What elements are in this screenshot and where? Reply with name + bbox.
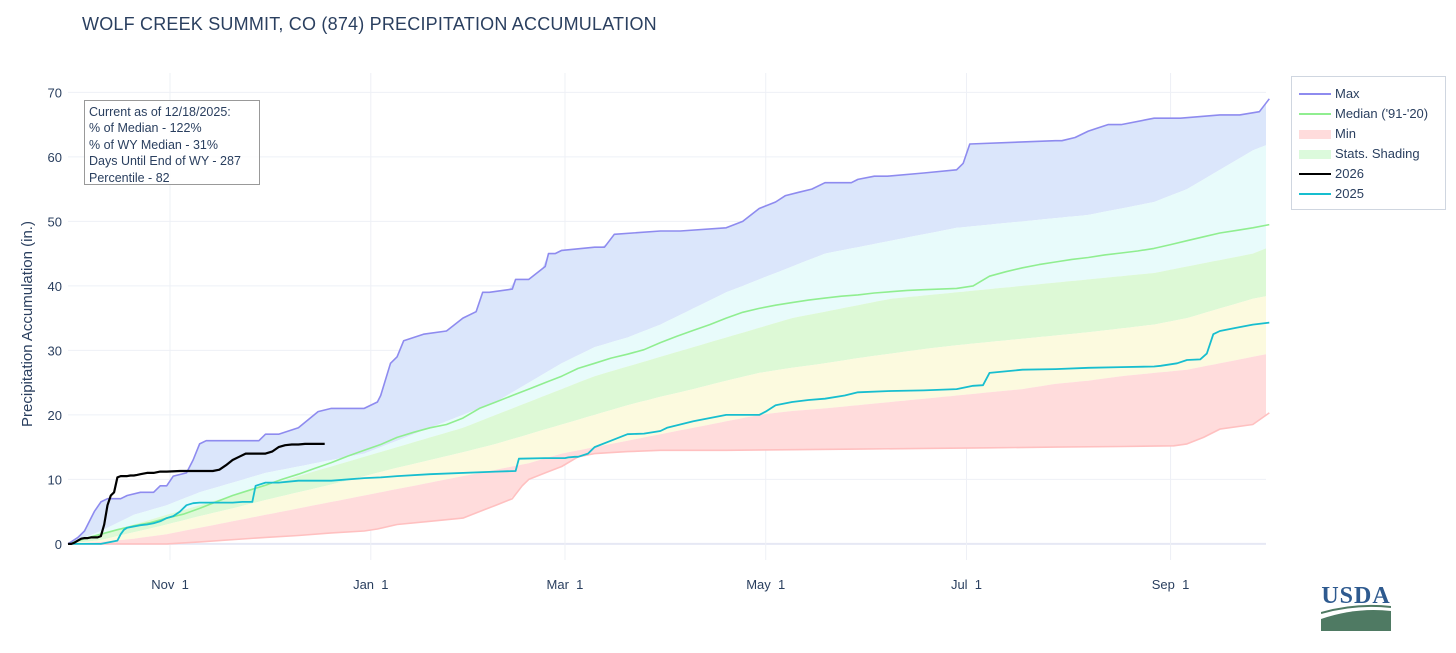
legend-item-2026[interactable]: 2026 [1292,164,1442,184]
shading-bands [68,103,1266,544]
y-tick-label: 40 [48,279,62,294]
x-tick-label: Mar 1 [547,577,584,592]
y-tick-label: 60 [48,150,62,165]
legend-label: 2025 [1335,186,1364,201]
usda-logo-text: USDA [1321,583,1391,609]
legend-swatch-min [1299,130,1331,139]
info-current-as-of: Current as of 12/18/2025: [89,105,231,119]
x-tick-label: Jan 1 [353,577,388,592]
series-line-y2026 [68,442,325,545]
x-tick-label: May 1 [746,577,785,592]
legend-label: 2026 [1335,166,1364,181]
series-line-max [67,98,1270,545]
x-tick-label: Nov 1 [151,577,189,592]
usda-logo: USDA [1321,583,1391,631]
info-days-until-end: Days Until End of WY - 287 [89,154,241,169]
usda-logo-hills [1321,604,1391,631]
series-line-median [67,223,1270,545]
status-info-box: Current as of 12/18/2025: % of Median - … [84,100,260,185]
legend-label: Min [1335,126,1356,141]
band-p30-p10 [68,296,1266,544]
y-tick-label: 30 [48,343,62,358]
legend-swatch-2025 [1299,193,1331,195]
axis-labels: 0 10 20 30 40 50 60 70 Nov 1 Jan 1 Mar 1 May 1 Jul 1… [48,85,1190,592]
band-p10-min [68,354,1266,544]
legend-item-max[interactable]: Max [1292,84,1442,104]
legend-swatch-median [1299,113,1331,115]
legend-item-stats-shading[interactable]: Stats. Shading [1292,144,1442,164]
y-tick-label: 20 [48,408,62,423]
band-max-p90 [68,103,1266,544]
info-pct-median: % of Median - 122% [89,121,202,136]
band-p70-p30 [68,248,1266,544]
y-tick-label: 70 [48,85,62,100]
legend-label: Median ('91-'20) [1335,106,1429,121]
y-tick-label: 50 [48,214,62,229]
series-line-y2025 [68,321,1270,545]
legend-item-median[interactable]: Median ('91-'20) [1292,104,1442,124]
y-axis-label: Precipitation Accumulation (in.) [19,221,36,427]
legend-swatch-2026 [1299,173,1331,175]
x-tick-label: Jul 1 [951,577,982,592]
legend-swatch-stats-shading [1299,150,1331,159]
chart-title: WOLF CREEK SUMMIT, CO (874) PRECIPITATIO… [82,14,657,34]
legend-label: Stats. Shading [1335,146,1420,161]
x-tick-label: Sep 1 [1152,577,1190,592]
legend-item-2025[interactable]: 2025 [1292,184,1442,204]
series-line-min [68,412,1270,545]
legend-swatch-max [1299,93,1331,95]
series-lines [67,98,1270,545]
y-tick-label: 0 [55,537,62,552]
legend-label: Max [1335,86,1360,101]
chart-legend: Max Median ('91-'20) Min Stats. Shading … [1291,76,1446,210]
info-percentile: Percentile - 82 [89,170,170,185]
info-pct-wy-median: % of WY Median - 31% [89,137,218,152]
y-tick-label: 10 [48,472,62,487]
legend-item-min[interactable]: Min [1292,124,1442,144]
band-p90-p70 [68,145,1266,544]
